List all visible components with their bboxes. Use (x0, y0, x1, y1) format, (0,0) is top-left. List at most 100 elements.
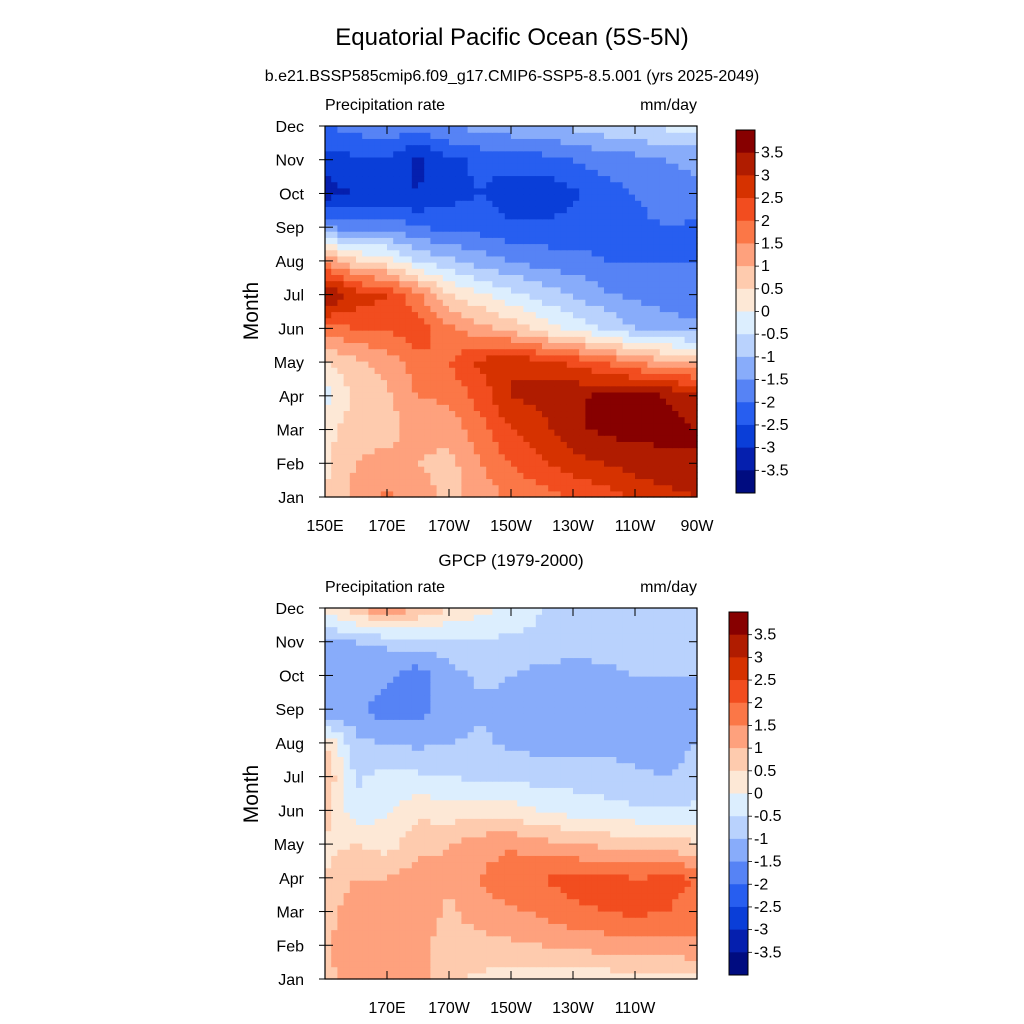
heatmap-cell (622, 138, 630, 146)
heatmap-cell (585, 150, 593, 158)
heatmap-cell (672, 466, 679, 473)
heatmap-cell (517, 342, 524, 350)
heatmap-cell (399, 404, 407, 412)
heatmap-cell (604, 305, 611, 313)
heatmap-cell (380, 262, 388, 269)
heatmap-cell (529, 861, 537, 869)
heatmap-cell (597, 923, 605, 931)
heatmap-cell (554, 898, 562, 906)
heatmap-cell (486, 187, 493, 195)
heatmap-cell (641, 187, 648, 195)
heatmap-cell (461, 354, 469, 362)
heatmap-cell (492, 354, 500, 362)
heatmap-cell (380, 224, 388, 232)
heatmap-cell (560, 150, 568, 158)
heatmap-cell (393, 898, 400, 906)
heatmap-cell (517, 410, 524, 418)
heatmap-cell (560, 404, 568, 412)
heatmap-cell (399, 960, 407, 968)
heatmap-cell (380, 150, 388, 158)
heatmap-cell (690, 274, 698, 282)
heatmap-cell (349, 435, 357, 442)
heatmap-cell (486, 867, 493, 875)
heatmap-cell (393, 237, 400, 245)
heatmap-cell (610, 478, 617, 486)
heatmap-cell (616, 169, 624, 177)
heatmap-cell (436, 422, 444, 430)
heatmap-cell (337, 224, 345, 232)
heatmap-cell (573, 410, 580, 418)
heatmap-cell (436, 849, 444, 856)
heatmap-cell (337, 416, 345, 424)
heatmap-cell (430, 867, 438, 875)
heatmap-cell (566, 929, 574, 937)
heatmap-cell (635, 472, 642, 480)
heatmap-cell (362, 292, 369, 300)
heatmap-cell (579, 169, 586, 177)
heatmap-cell (616, 336, 624, 344)
heatmap-cell (473, 880, 481, 887)
heatmap-cell (424, 459, 431, 467)
heatmap-cell (455, 200, 462, 207)
heatmap-cell (659, 472, 667, 480)
heatmap-cell (387, 323, 394, 331)
heatmap-cell (349, 200, 357, 207)
heatmap-cell (343, 435, 351, 442)
heatmap-cell (449, 849, 456, 856)
heatmap-cell (473, 212, 481, 220)
heatmap-cell (653, 484, 661, 492)
heatmap-cell (349, 373, 357, 381)
heatmap-cell (436, 268, 444, 275)
heatmap-cell (368, 842, 376, 850)
heatmap-cell (672, 441, 679, 449)
heatmap-cell (659, 447, 667, 455)
heatmap-cell (653, 842, 661, 850)
heatmap-cell (399, 194, 407, 201)
heatmap-cell (449, 459, 456, 467)
heatmap-cell (511, 385, 518, 393)
heatmap-cell (542, 898, 549, 906)
heatmap-cell (504, 410, 512, 418)
heatmap-cell (566, 163, 574, 170)
heatmap-cell (356, 416, 363, 424)
heatmap-cell (405, 181, 413, 189)
heatmap-cell (641, 898, 648, 906)
heatmap-cell (690, 842, 698, 850)
heatmap-cell (449, 150, 456, 158)
heatmap-cell (653, 886, 661, 894)
heatmap-cell (504, 880, 512, 887)
heatmap-cell (442, 861, 450, 869)
heatmap-cell (473, 268, 481, 275)
heatmap-cell (387, 935, 394, 943)
heatmap-cell (647, 435, 655, 442)
heatmap-cell (690, 873, 698, 881)
heatmap-cell (442, 941, 450, 949)
heatmap-cell (622, 484, 630, 492)
heatmap-cell (436, 416, 444, 424)
heatmap-cell (393, 262, 400, 269)
heatmap-cell (542, 305, 549, 313)
heatmap-cell (659, 330, 667, 337)
heatmap-cell (591, 484, 599, 492)
heatmap-cell (684, 231, 692, 238)
heatmap-cell (678, 249, 686, 257)
heatmap-cell (380, 342, 388, 350)
heatmap-cell (610, 305, 617, 313)
heatmap-cell (486, 150, 493, 158)
heatmap-cell (461, 478, 469, 486)
heatmap-cell (486, 484, 493, 492)
heatmap-cell (597, 453, 605, 461)
heatmap-cell (411, 150, 419, 158)
heatmap-cell (616, 163, 624, 170)
heatmap-cell (486, 972, 493, 980)
heatmap-cell (690, 917, 698, 924)
heatmap-cell (659, 428, 667, 436)
heatmap-cell (511, 187, 518, 195)
heatmap-cell (585, 873, 593, 881)
heatmap-cell (331, 305, 338, 313)
heatmap-cell (374, 453, 382, 461)
heatmap-cell (560, 484, 568, 492)
heatmap-cell (684, 132, 692, 139)
heatmap-cell (616, 904, 624, 912)
heatmap-cell (498, 861, 506, 869)
